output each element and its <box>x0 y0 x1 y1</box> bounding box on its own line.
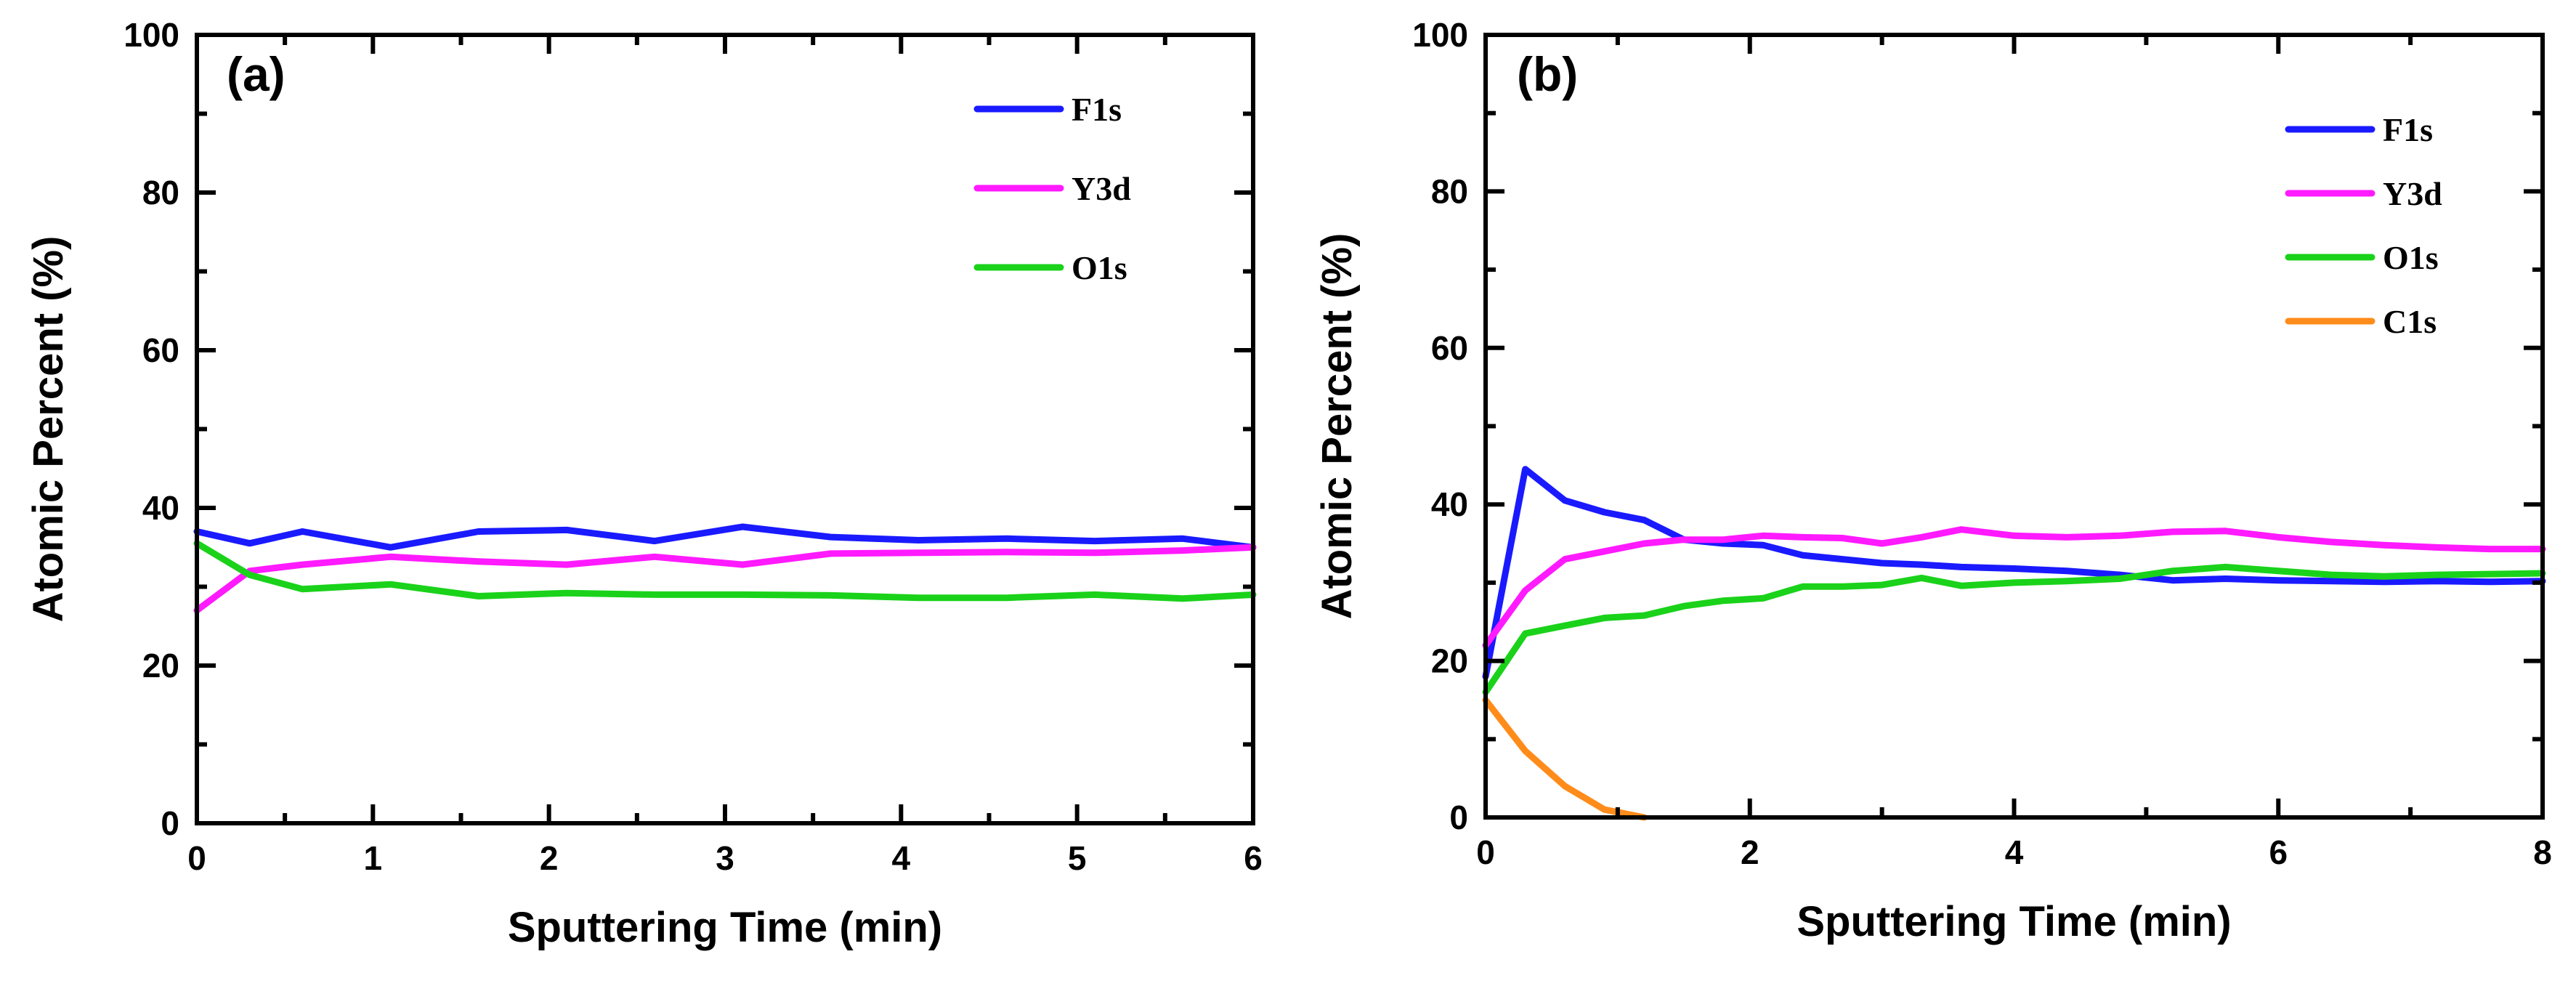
x-tick-label: 6 <box>2269 833 2288 871</box>
y-tick-label: 20 <box>1431 642 1468 680</box>
x-tick-label: 0 <box>187 839 206 877</box>
series-line-f1s <box>1482 466 2546 680</box>
y-tick-label: 100 <box>1412 16 1468 54</box>
series-line-y3d <box>1482 526 2546 649</box>
y-tick-label: 0 <box>161 804 179 842</box>
y-tick-label: 40 <box>1431 485 1468 523</box>
series-line-o1s <box>1482 563 2546 696</box>
y-axis-title: Atomic Percent (%) <box>25 236 72 623</box>
panel-label: (a) <box>227 47 285 101</box>
x-tick-label: 4 <box>2005 833 2024 871</box>
y-tick-label: 40 <box>142 489 179 527</box>
y-tick-label: 0 <box>1449 799 1468 836</box>
y-axis-title: Atomic Percent (%) <box>1313 233 1361 620</box>
x-tick-label: 4 <box>892 839 911 877</box>
x-axis-title: Sputtering Time (min) <box>1797 898 2231 945</box>
legend-label-o1s: O1s <box>1072 249 1127 286</box>
series-line-o1s <box>193 540 1257 602</box>
x-tick-label: 1 <box>364 839 383 877</box>
y-tick-label: 60 <box>1431 329 1468 367</box>
y-tick-label: 80 <box>1431 172 1468 210</box>
plot-frame <box>195 33 1255 825</box>
series-line-f1s <box>193 523 1257 551</box>
x-tick-label: 3 <box>716 839 734 877</box>
legend-label-o1s: O1s <box>2383 239 2439 276</box>
x-tick-label: 2 <box>540 839 559 877</box>
legend-label-f1s: F1s <box>1072 91 1122 128</box>
legend-label-y3d: Y3d <box>2383 175 2442 212</box>
legend-label-c1s: C1s <box>2383 303 2437 340</box>
y-tick-label: 20 <box>142 647 179 684</box>
legend-label-f1s: F1s <box>2383 111 2433 148</box>
x-tick-label: 2 <box>1741 833 1759 871</box>
panel-label: (b) <box>1517 47 1578 101</box>
x-axis-title: Sputtering Time (min) <box>508 904 942 951</box>
plot-frame <box>1483 33 2545 820</box>
x-tick-label: 6 <box>1244 839 1263 877</box>
y-tick-label: 80 <box>142 174 179 211</box>
series-line-y3d <box>193 543 1257 614</box>
legend-label-y3d: Y3d <box>1072 170 1131 207</box>
series-line-c1s <box>1482 697 1648 821</box>
x-tick-label: 5 <box>1068 839 1087 877</box>
y-tick-label: 100 <box>123 16 179 54</box>
y-tick-label: 60 <box>142 331 179 369</box>
x-tick-label: 8 <box>2533 833 2552 871</box>
x-tick-label: 0 <box>1476 833 1495 871</box>
